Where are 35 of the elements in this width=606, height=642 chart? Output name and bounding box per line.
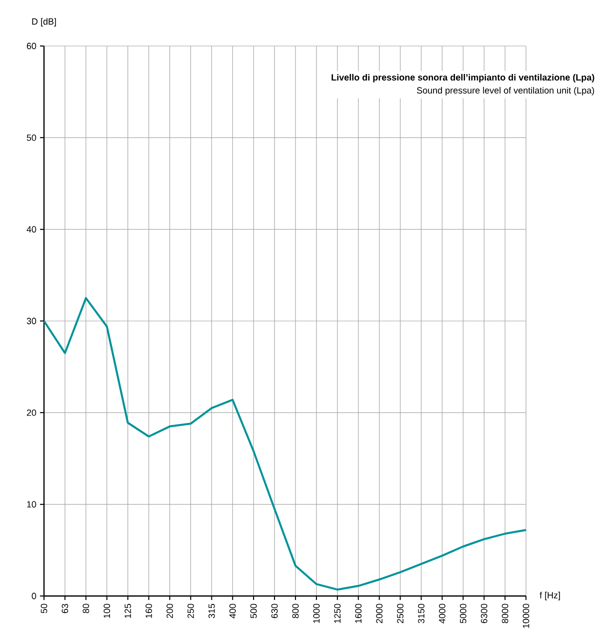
x-tick-label: 6300 [480, 604, 488, 624]
x-tick-label: 630 [271, 604, 278, 618]
x-tick-label: 1600 [355, 604, 362, 623]
text: Sound pressure level of ventilation unit (Lpa) [416, 86, 594, 96]
y-tick-label: 30 [26, 318, 36, 324]
y-tick-label: 40 [26, 226, 36, 233]
x-tick-label: 1250 [334, 604, 341, 623]
x-tick-label: 3150 [418, 604, 424, 624]
x-tick-label: 160 [146, 604, 152, 618]
x-tick-label: 80 [82, 604, 90, 614]
y-axis-title: D [dB] [32, 18, 56, 26]
x-tick-label: 5000 [460, 604, 466, 624]
y-tick-label: 50 [26, 134, 36, 141]
x-tick-label: 500 [250, 604, 257, 618]
y-tick-label: 20 [26, 409, 36, 416]
x-tick-label: 4000 [438, 604, 446, 624]
y-tick-label: 60 [26, 42, 36, 50]
x-tick-label: 400 [229, 604, 236, 618]
y-tick-label: 10 [27, 501, 36, 508]
x-tick-label: 2000 [376, 604, 382, 624]
x-tick-label: 63 [62, 604, 68, 614]
x-tick-label: 8000 [502, 604, 508, 624]
x-tick-label: 50 [40, 604, 48, 614]
text: Livello di pressione sonora dell’impianto di ventilazione (Lpa) [332, 74, 594, 82]
x-tick-label: 800 [292, 604, 299, 618]
x-tick-label: 100 [104, 604, 110, 618]
x-tick-label: 200 [166, 604, 173, 618]
x-axis-title: f [Hz] [540, 592, 560, 600]
x-tick-label: 1000 [313, 604, 320, 623]
x-tick-label: 125 [124, 604, 132, 618]
y-tick-label: 0 [32, 592, 36, 600]
x-tick-label: 10000 [522, 604, 530, 628]
x-tick-label: 250 [188, 604, 194, 618]
x-tick-label: 315 [208, 604, 215, 618]
x-tick-label: 2500 [397, 604, 404, 624]
